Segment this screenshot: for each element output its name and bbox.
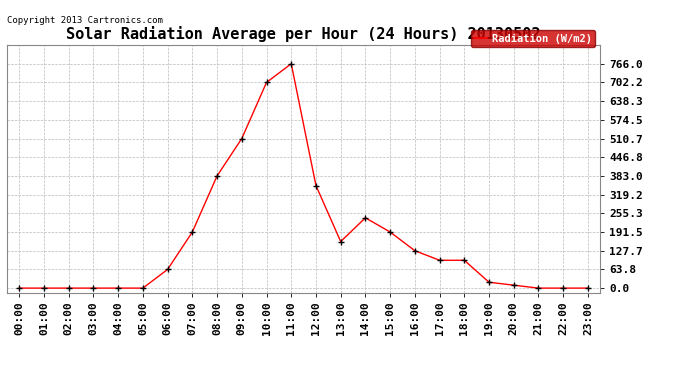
Title: Solar Radiation Average per Hour (24 Hours) 20130502: Solar Radiation Average per Hour (24 Hou… [66, 27, 541, 42]
Text: Copyright 2013 Cartronics.com: Copyright 2013 Cartronics.com [7, 16, 163, 25]
Legend: Radiation (W/m2): Radiation (W/m2) [471, 30, 595, 47]
